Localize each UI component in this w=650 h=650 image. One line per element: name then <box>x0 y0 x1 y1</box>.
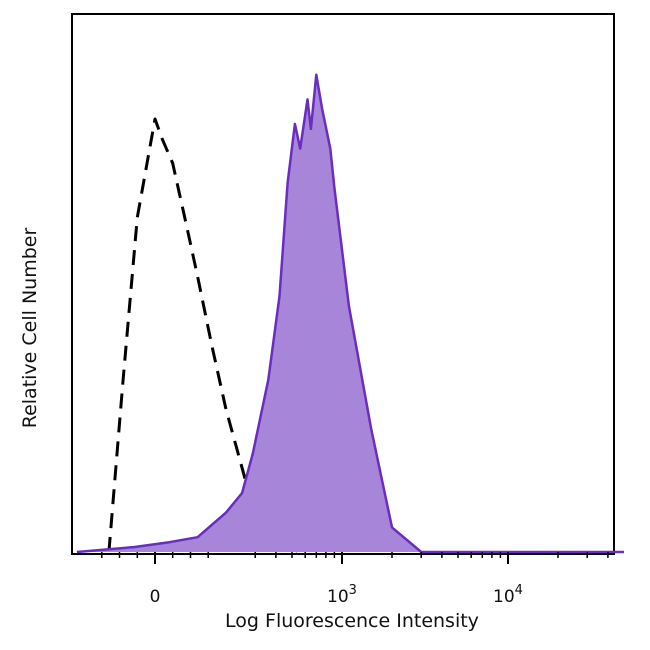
y-axis-title: Relative Cell Number <box>19 228 41 429</box>
minor-ticks <box>101 552 609 558</box>
series-1-area <box>76 74 624 553</box>
x-axis-title: Log Fluorescence Intensity <box>225 610 479 632</box>
x-tick-label: 0 <box>150 587 161 607</box>
tick-labels: 0 103 104 <box>150 583 523 607</box>
major-ticks <box>154 552 509 564</box>
series-1-line <box>76 73 624 554</box>
x-tick-label: 103 <box>327 583 357 607</box>
x-tick-label: 104 <box>493 583 523 607</box>
series-0-line <box>107 117 301 554</box>
series-layer <box>76 73 624 554</box>
